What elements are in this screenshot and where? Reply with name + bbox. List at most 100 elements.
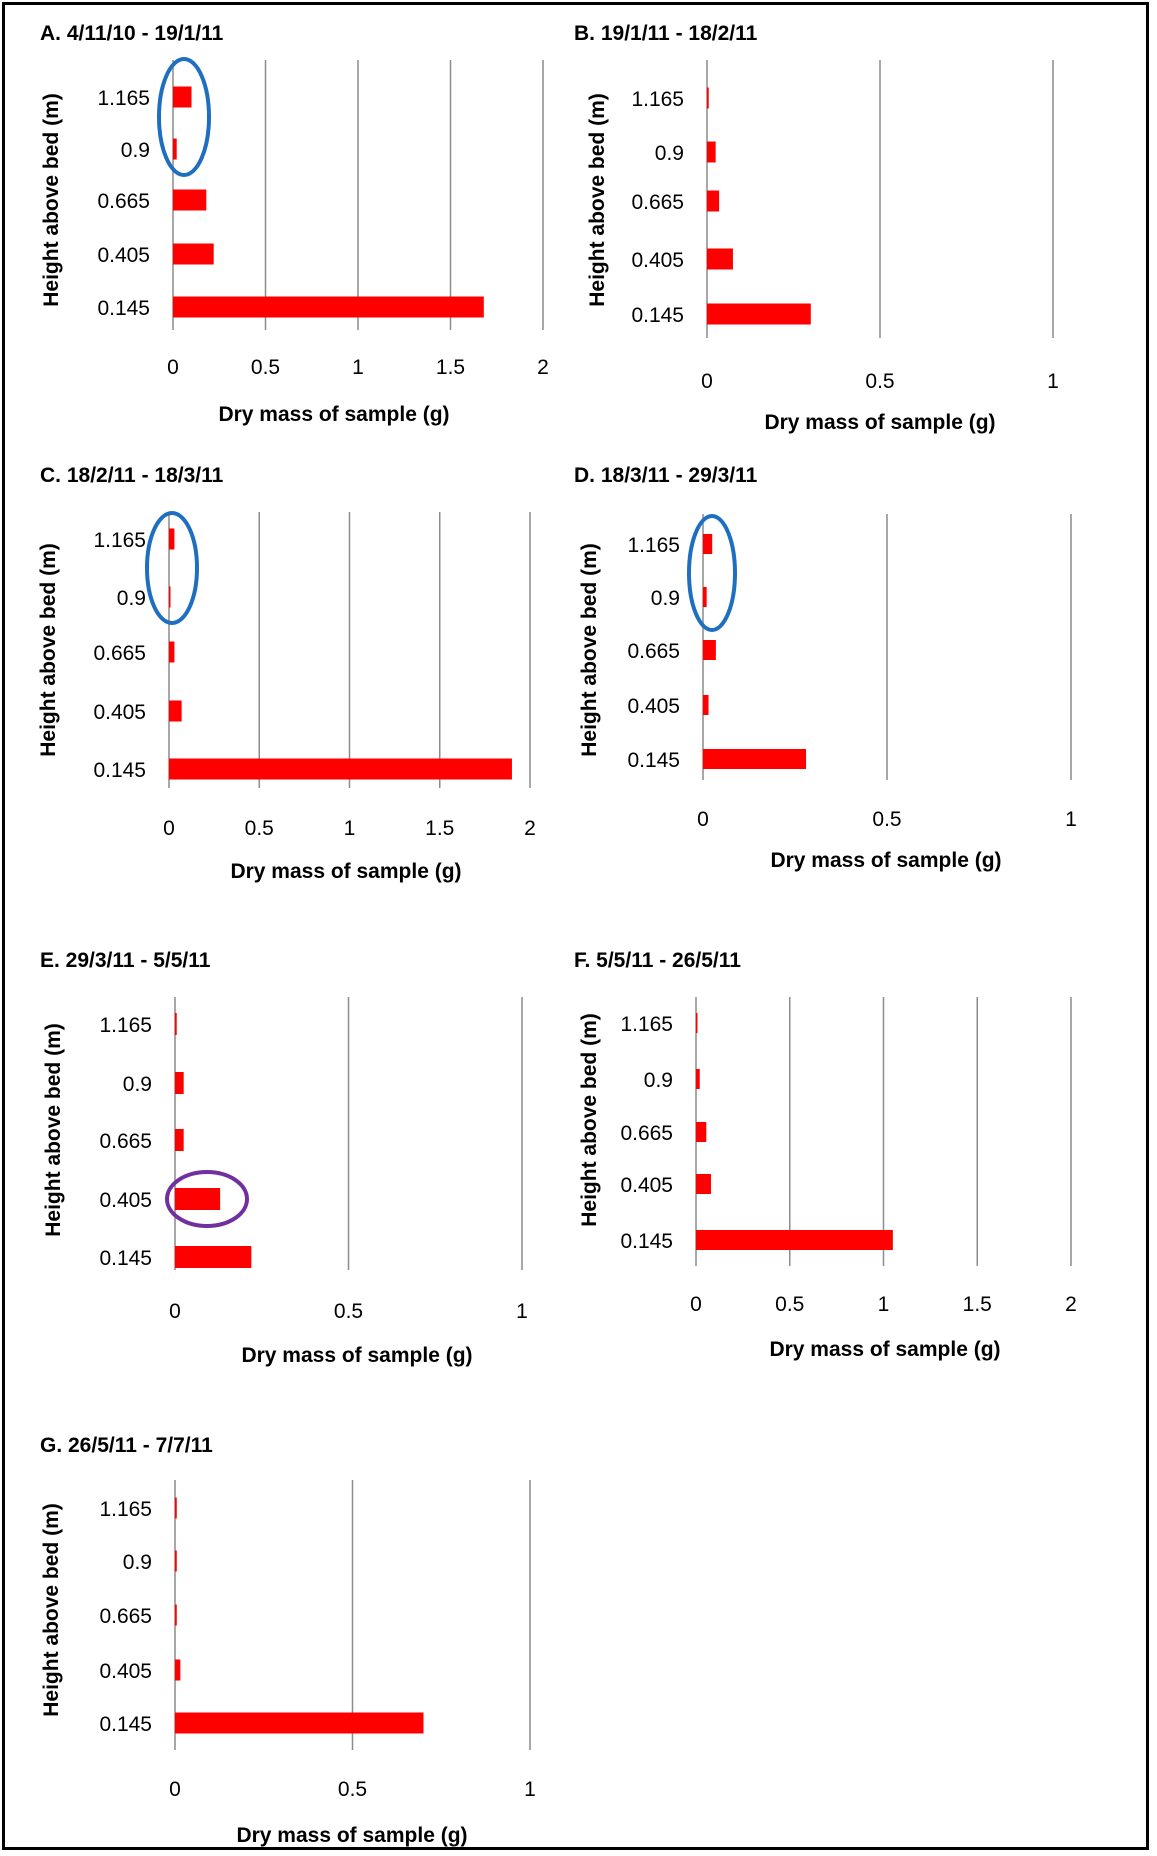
bar-0.9 <box>707 141 716 163</box>
y-category-label: 1.165 <box>627 534 680 557</box>
y-category-label: 1.165 <box>99 1498 152 1521</box>
y-category-label: 0.145 <box>99 1247 152 1270</box>
x-tick-label: 0 <box>169 1778 181 1801</box>
x-tick-label: 0.5 <box>865 370 894 393</box>
bar-1.165 <box>707 87 709 109</box>
x-tick-label: 1 <box>1065 808 1077 831</box>
bar-0.665 <box>169 641 175 663</box>
y-category-label: 0.665 <box>93 642 146 665</box>
bar-0.9 <box>175 1550 177 1572</box>
y-category-label: 0.9 <box>644 1069 673 1092</box>
x-tick-label: 1 <box>878 1293 890 1316</box>
bar-0.145 <box>175 1712 424 1734</box>
y-category-label: 1.165 <box>99 1014 152 1037</box>
x-tick-label: 0 <box>697 808 709 831</box>
x-axis-label: Dry mass of sample (g) <box>236 1824 467 1847</box>
x-tick-label: 0.5 <box>334 1300 363 1323</box>
y-category-label: 0.145 <box>99 1713 152 1736</box>
bar-0.145 <box>707 303 811 325</box>
bar-0.9 <box>169 586 171 608</box>
y-axis-label: Height above bed (m) <box>40 93 63 307</box>
chart-title: G. 26/5/11 - 7/7/11 <box>40 1434 213 1457</box>
bar-0.9 <box>703 587 707 607</box>
y-category-label: 0.405 <box>99 1660 152 1683</box>
y-category-label: 0.665 <box>631 191 684 214</box>
y-category-label: 0.9 <box>655 142 684 165</box>
x-tick-label: 1.5 <box>963 1293 992 1316</box>
y-category-label: 0.145 <box>627 749 680 772</box>
x-tick-label: 0 <box>163 817 175 840</box>
x-tick-label: 1 <box>344 817 356 840</box>
y-category-label: 0.665 <box>620 1122 673 1145</box>
y-axis-label: Height above bed (m) <box>578 1013 601 1227</box>
x-tick-label: 0 <box>701 370 713 393</box>
y-category-label: 1.165 <box>93 529 146 552</box>
x-tick-label: 0.5 <box>251 356 280 379</box>
bar-0.405 <box>175 1659 181 1681</box>
x-axis-label: Dry mass of sample (g) <box>218 403 449 426</box>
y-category-label: 1.165 <box>97 87 150 110</box>
bar-0.9 <box>175 1072 184 1094</box>
chart-title: E. 29/3/11 - 5/5/11 <box>40 949 211 972</box>
x-tick-label: 0.5 <box>338 1778 367 1801</box>
chart-panel-f: F. 5/5/11 - 26/5/11 0 0.5 1 1.5 2 1.165 0.9 0.66… <box>574 949 1077 1361</box>
y-category-label: 0.9 <box>121 139 150 162</box>
y-category-label: 0.9 <box>117 587 146 610</box>
y-axis-label: Height above bed (m) <box>40 1503 63 1717</box>
x-tick-label: 1.5 <box>436 356 465 379</box>
y-category-label: 0.9 <box>123 1551 152 1574</box>
bar-0.145 <box>696 1230 893 1250</box>
bar-0.145 <box>175 1246 252 1268</box>
bar-0.665 <box>703 640 716 660</box>
x-axis-label: Dry mass of sample (g) <box>764 411 995 434</box>
x-tick-label: 0 <box>167 356 179 379</box>
bar-1.165 <box>175 1013 177 1035</box>
y-category-label: 0.145 <box>93 759 146 782</box>
highlight-ellipse <box>687 514 737 632</box>
y-category-label: 1.165 <box>620 1013 673 1036</box>
bar-0.145 <box>169 758 512 780</box>
chart-title: B. 19/1/11 - 18/2/11 <box>574 22 758 45</box>
bar-0.665 <box>175 1129 184 1151</box>
chart-title: A. 4/11/10 - 19/1/11 <box>40 22 224 45</box>
bar-0.665 <box>696 1122 707 1142</box>
bar-0.9 <box>173 138 177 160</box>
x-tick-label: 1 <box>524 1778 536 1801</box>
bar-0.665 <box>173 189 207 211</box>
x-tick-label: 0 <box>690 1293 702 1316</box>
x-tick-label: 2 <box>524 817 536 840</box>
x-tick-label: 0.5 <box>245 817 274 840</box>
chart-panel-d: D. 18/3/11 - 29/3/11 0 0.5 1 1.165 0.9 0.665 0.… <box>574 464 1077 872</box>
x-tick-label: 0.5 <box>775 1293 804 1316</box>
bar-1.165 <box>703 534 713 554</box>
y-category-label: 0.405 <box>93 701 146 724</box>
chart-panel-b: B. 19/1/11 - 18/2/11 0 0.5 1 1.165 0.9 0.665 0.… <box>574 22 1059 434</box>
bar-0.145 <box>173 296 484 318</box>
x-tick-label: 2 <box>537 356 549 379</box>
bar-0.405 <box>169 700 182 722</box>
chart-panel-c: C. 18/2/11 - 18/3/11 0 0.5 1 1.5 2 1.165 0.9 0.6… <box>37 464 536 883</box>
y-category-label: 0.405 <box>97 244 150 267</box>
bar-0.665 <box>707 190 720 212</box>
bar-0.405 <box>175 1188 221 1210</box>
chart-panel-e: E. 29/3/11 - 5/5/11 0 0.5 1 1.165 0.9 0.665 0.4… <box>40 949 528 1367</box>
x-tick-label: 1 <box>1047 370 1059 393</box>
y-axis-label: Height above bed (m) <box>42 1023 65 1237</box>
y-category-label: 0.9 <box>651 587 680 610</box>
x-axis-label: Dry mass of sample (g) <box>769 1338 1000 1361</box>
y-category-label: 0.665 <box>99 1130 152 1153</box>
x-axis-label: Dry mass of sample (g) <box>241 1344 472 1367</box>
y-category-label: 0.405 <box>631 249 684 272</box>
chart-title: C. 18/2/11 - 18/3/11 <box>40 464 224 487</box>
x-axis-label: Dry mass of sample (g) <box>230 860 461 883</box>
bar-1.165 <box>175 1497 177 1519</box>
chart-title: F. 5/5/11 - 26/5/11 <box>574 949 741 972</box>
y-category-label: 0.665 <box>99 1605 152 1628</box>
bar-1.165 <box>169 528 175 550</box>
x-axis-label: Dry mass of sample (g) <box>770 849 1001 872</box>
x-tick-label: 2 <box>1065 1293 1077 1316</box>
highlight-ellipse <box>157 57 211 177</box>
y-category-label: 1.165 <box>631 88 684 111</box>
